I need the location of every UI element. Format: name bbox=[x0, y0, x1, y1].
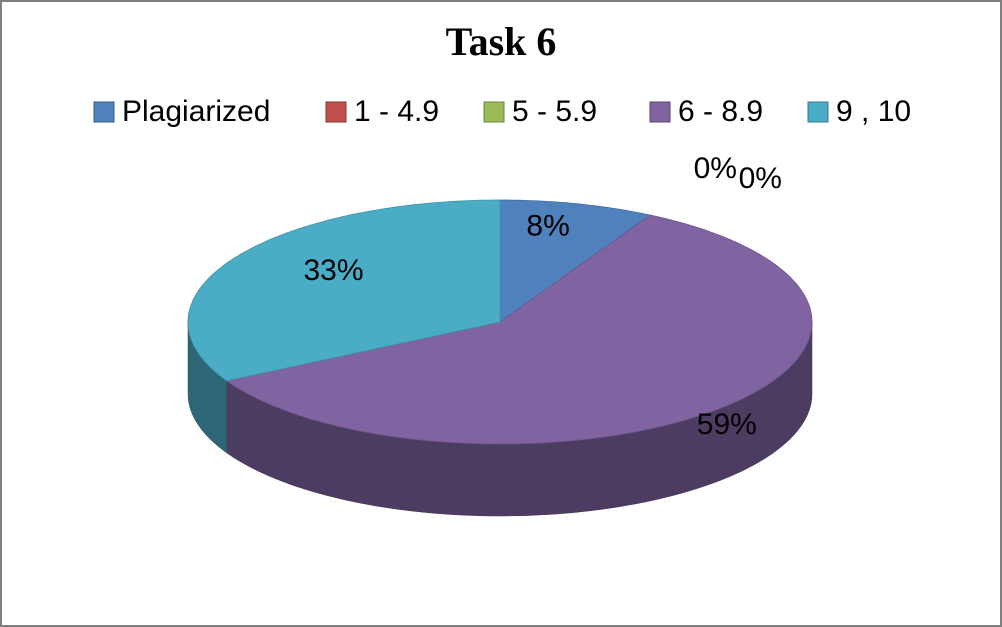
legend-label: Plagiarized bbox=[122, 95, 270, 128]
legend-swatch bbox=[807, 101, 829, 123]
legend-swatch bbox=[483, 101, 505, 123]
legend-label: 1 - 4.9 bbox=[354, 95, 439, 128]
legend-label: 5 - 5.9 bbox=[512, 95, 597, 128]
pie-slice bbox=[187, 199, 501, 382]
legend-swatch bbox=[93, 101, 115, 123]
data-label: 33% bbox=[303, 254, 363, 287]
data-label: 0% bbox=[739, 162, 782, 195]
pie-slice bbox=[225, 214, 813, 445]
legend-swatch bbox=[325, 101, 347, 123]
data-label: 0% bbox=[694, 152, 737, 185]
data-label: 59% bbox=[697, 408, 757, 441]
data-label: 8% bbox=[526, 209, 569, 242]
legend-swatch bbox=[649, 101, 671, 123]
chart-title: Task 6 bbox=[446, 19, 557, 64]
pie-slice bbox=[499, 199, 652, 323]
legend-label: 9 , 10 bbox=[836, 95, 911, 128]
legend-label: 6 - 8.9 bbox=[678, 95, 763, 128]
